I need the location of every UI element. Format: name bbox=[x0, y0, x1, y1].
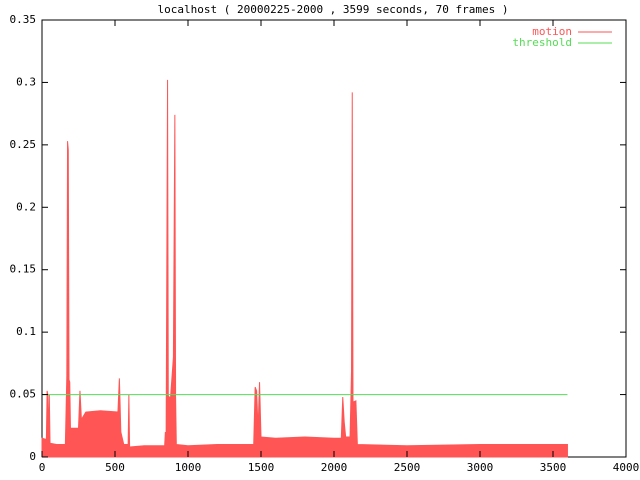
legend-label: threshold bbox=[512, 36, 572, 49]
x-tick-label: 1000 bbox=[175, 461, 202, 474]
y-tick-label: 0.25 bbox=[10, 138, 37, 151]
motion-area bbox=[41, 79, 568, 458]
y-tick-label: 0.3 bbox=[16, 75, 36, 88]
x-tick-label: 1500 bbox=[248, 461, 275, 474]
legend-label: motion bbox=[532, 25, 572, 38]
x-tick-label: 3500 bbox=[540, 461, 567, 474]
x-tick-label: 0 bbox=[39, 461, 46, 474]
y-tick-label: 0.15 bbox=[10, 263, 37, 276]
y-tick-label: 0.35 bbox=[10, 13, 37, 26]
y-tick-label: 0.2 bbox=[16, 200, 36, 213]
y-tick-label: 0.05 bbox=[10, 388, 37, 401]
plot-frame bbox=[41, 19, 627, 458]
y-tick-label: 0.1 bbox=[16, 325, 36, 338]
x-tick-label: 3000 bbox=[467, 461, 494, 474]
y-tick-label: 0 bbox=[29, 450, 36, 463]
chart-title: localhost ( 20000225-2000 , 3599 seconds… bbox=[158, 3, 509, 16]
x-tick-label: 2000 bbox=[321, 461, 348, 474]
x-tick-label: 500 bbox=[105, 461, 125, 474]
x-tick-label: 2500 bbox=[394, 461, 421, 474]
x-tick-label: 4000 bbox=[613, 461, 640, 474]
